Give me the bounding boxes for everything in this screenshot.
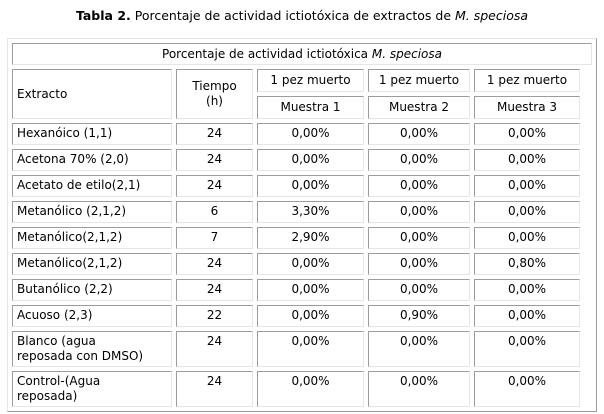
extract-name-cell: Metanólico(2,1,2) xyxy=(12,227,172,249)
muestra2-value-cell: 0,00% xyxy=(368,149,470,171)
table-row: Hexanóico (1,1) 24 0,00% 0,00% 0,00% xyxy=(12,123,592,145)
muestra3-value-cell: 0,00% xyxy=(474,331,580,367)
table-row: Acetona 70% (2,0) 24 0,00% 0,00% 0,00% xyxy=(12,149,592,171)
muestra2-value-cell: 0,00% xyxy=(368,253,470,275)
muestra1-value-cell: 0,00% xyxy=(257,279,364,301)
extract-name-cell: Metanólico(2,1,2) xyxy=(12,253,172,275)
column-header-tiempo: Tiempo (h) xyxy=(176,69,253,119)
table-caption-row: Porcentaje de actividad ictiotóxica M. s… xyxy=(12,43,592,65)
muestra3-value-cell: 0,00% xyxy=(474,279,580,301)
muestra3-value-cell: 0,80% xyxy=(474,253,580,275)
column-header-muestra-2: Muestra 2 xyxy=(368,96,470,119)
extract-name-cell: Blanco (agua reposada con DMSO) xyxy=(12,331,172,367)
header-row-bottom: Muestra 1 Muestra 2 Muestra 3 xyxy=(12,96,592,119)
muestra1-value-cell: 0,00% xyxy=(257,253,364,275)
muestra1-value-cell: 0,00% xyxy=(257,305,364,327)
column-header-pez-muerto-2: 1 pez muerto xyxy=(368,69,470,92)
tiempo-value-cell: 24 xyxy=(176,371,253,407)
column-header-extracto: Extracto xyxy=(12,69,172,119)
tiempo-value-cell: 6 xyxy=(176,201,253,223)
table-caption-cell: Porcentaje de actividad ictiotóxica M. s… xyxy=(12,43,592,65)
muestra1-value-cell: 2,90% xyxy=(257,227,364,249)
muestra1-value-cell: 0,00% xyxy=(257,175,364,197)
muestra1-value-cell: 0,00% xyxy=(257,331,364,367)
title-text: Porcentaje de actividad ictiotóxica de e… xyxy=(130,8,455,23)
table-row: Metanólico (2,1,2) 6 3,30% 0,00% 0,00% xyxy=(12,201,592,223)
muestra2-value-cell: 0,90% xyxy=(368,305,470,327)
muestra2-value-cell: 0,00% xyxy=(368,227,470,249)
column-header-muestra-3: Muestra 3 xyxy=(474,96,580,119)
tiempo-value-cell: 24 xyxy=(176,279,253,301)
column-header-muestra-1: Muestra 1 xyxy=(257,96,364,119)
caption-text: Porcentaje de actividad ictiotóxica xyxy=(162,46,372,61)
extract-name-cell: Acetato de etilo(2,1) xyxy=(12,175,172,197)
muestra1-value-cell: 0,00% xyxy=(257,123,364,145)
muestra2-value-cell: 0,00% xyxy=(368,123,470,145)
muestra2-value-cell: 0,00% xyxy=(368,201,470,223)
muestra3-value-cell: 0,00% xyxy=(474,175,580,197)
table-row: Metanólico(2,1,2) 7 2,90% 0,00% 0,00% xyxy=(12,227,592,249)
extract-name-cell: Hexanóico (1,1) xyxy=(12,123,172,145)
page-title: Tabla 2. Porcentaje de actividad ictiotó… xyxy=(7,8,597,24)
muestra1-value-cell: 0,00% xyxy=(257,149,364,171)
extract-name-cell: Butanólico (2,2) xyxy=(12,279,172,301)
muestra3-value-cell: 0,00% xyxy=(474,305,580,327)
extract-name-cell: Metanólico (2,1,2) xyxy=(12,201,172,223)
muestra2-value-cell: 0,00% xyxy=(368,175,470,197)
column-header-pez-muerto-1: 1 pez muerto xyxy=(257,69,364,92)
table-row: Control-(Agua reposada) 24 0,00% 0,00% 0,00% xyxy=(12,371,592,407)
extract-name-cell: Acetona 70% (2,0) xyxy=(12,149,172,171)
extract-name-cell: Control-(Agua reposada) xyxy=(12,371,172,407)
tiempo-value-cell: 22 xyxy=(176,305,253,327)
header-row-top: Extracto Tiempo (h) 1 pez muerto 1 pez m… xyxy=(12,69,592,119)
tiempo-value-cell: 24 xyxy=(176,331,253,367)
caption-species-name: M. speciosa xyxy=(371,46,442,61)
title-species-name: M. speciosa xyxy=(455,8,529,23)
table-body: Hexanóico (1,1) 24 0,00% 0,00% 0,00% Acetona … xyxy=(12,123,592,407)
muestra3-value-cell: 0,00% xyxy=(474,149,580,171)
muestra1-value-cell: 3,30% xyxy=(257,201,364,223)
tiempo-value-cell: 24 xyxy=(176,149,253,171)
muestra3-value-cell: 0,00% xyxy=(474,123,580,145)
muestra2-value-cell: 0,00% xyxy=(368,331,470,367)
table-row: Acetato de etilo(2,1) 24 0,00% 0,00% 0,00% xyxy=(12,175,592,197)
muestra2-value-cell: 0,00% xyxy=(368,279,470,301)
muestra3-value-cell: 0,00% xyxy=(474,201,580,223)
title-table-number: Tabla 2. xyxy=(75,8,131,23)
tiempo-value-cell: 24 xyxy=(176,175,253,197)
table-row: Metanólico(2,1,2) 24 0,00% 0,00% 0,80% xyxy=(12,253,592,275)
muestra3-value-cell: 0,00% xyxy=(474,371,580,407)
muestra2-value-cell: 0,00% xyxy=(368,371,470,407)
muestra3-value-cell: 0,00% xyxy=(474,227,580,249)
table-row: Acuoso (2,3) 22 0,00% 0,90% 0,00% xyxy=(12,305,592,327)
muestra1-value-cell: 0,00% xyxy=(257,371,364,407)
tiempo-value-cell: 24 xyxy=(176,253,253,275)
extract-name-cell: Acuoso (2,3) xyxy=(12,305,172,327)
tiempo-value-cell: 24 xyxy=(176,123,253,145)
column-header-pez-muerto-3: 1 pez muerto xyxy=(474,69,580,92)
ichthyotoxicity-table: Porcentaje de actividad ictiotóxica M. s… xyxy=(7,38,597,412)
table-row: Blanco (agua reposada con DMSO) 24 0,00% 0,… xyxy=(12,331,592,367)
tiempo-value-cell: 7 xyxy=(176,227,253,249)
table-row: Butanólico (2,2) 24 0,00% 0,00% 0,00% xyxy=(12,279,592,301)
